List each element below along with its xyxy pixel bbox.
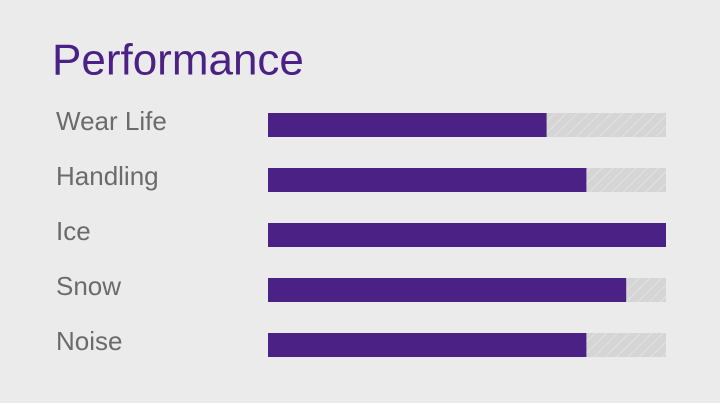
bar	[268, 333, 587, 357]
category-label: Snow	[56, 271, 121, 301]
bar	[268, 223, 666, 247]
category-label: Handling	[56, 161, 159, 191]
category-label: Noise	[56, 326, 122, 356]
chart-title: Performance	[52, 36, 304, 85]
bar	[268, 168, 587, 192]
bar	[268, 278, 627, 302]
category-label: Ice	[56, 216, 91, 246]
category-label: Wear Life	[56, 106, 167, 136]
bar	[268, 113, 547, 137]
